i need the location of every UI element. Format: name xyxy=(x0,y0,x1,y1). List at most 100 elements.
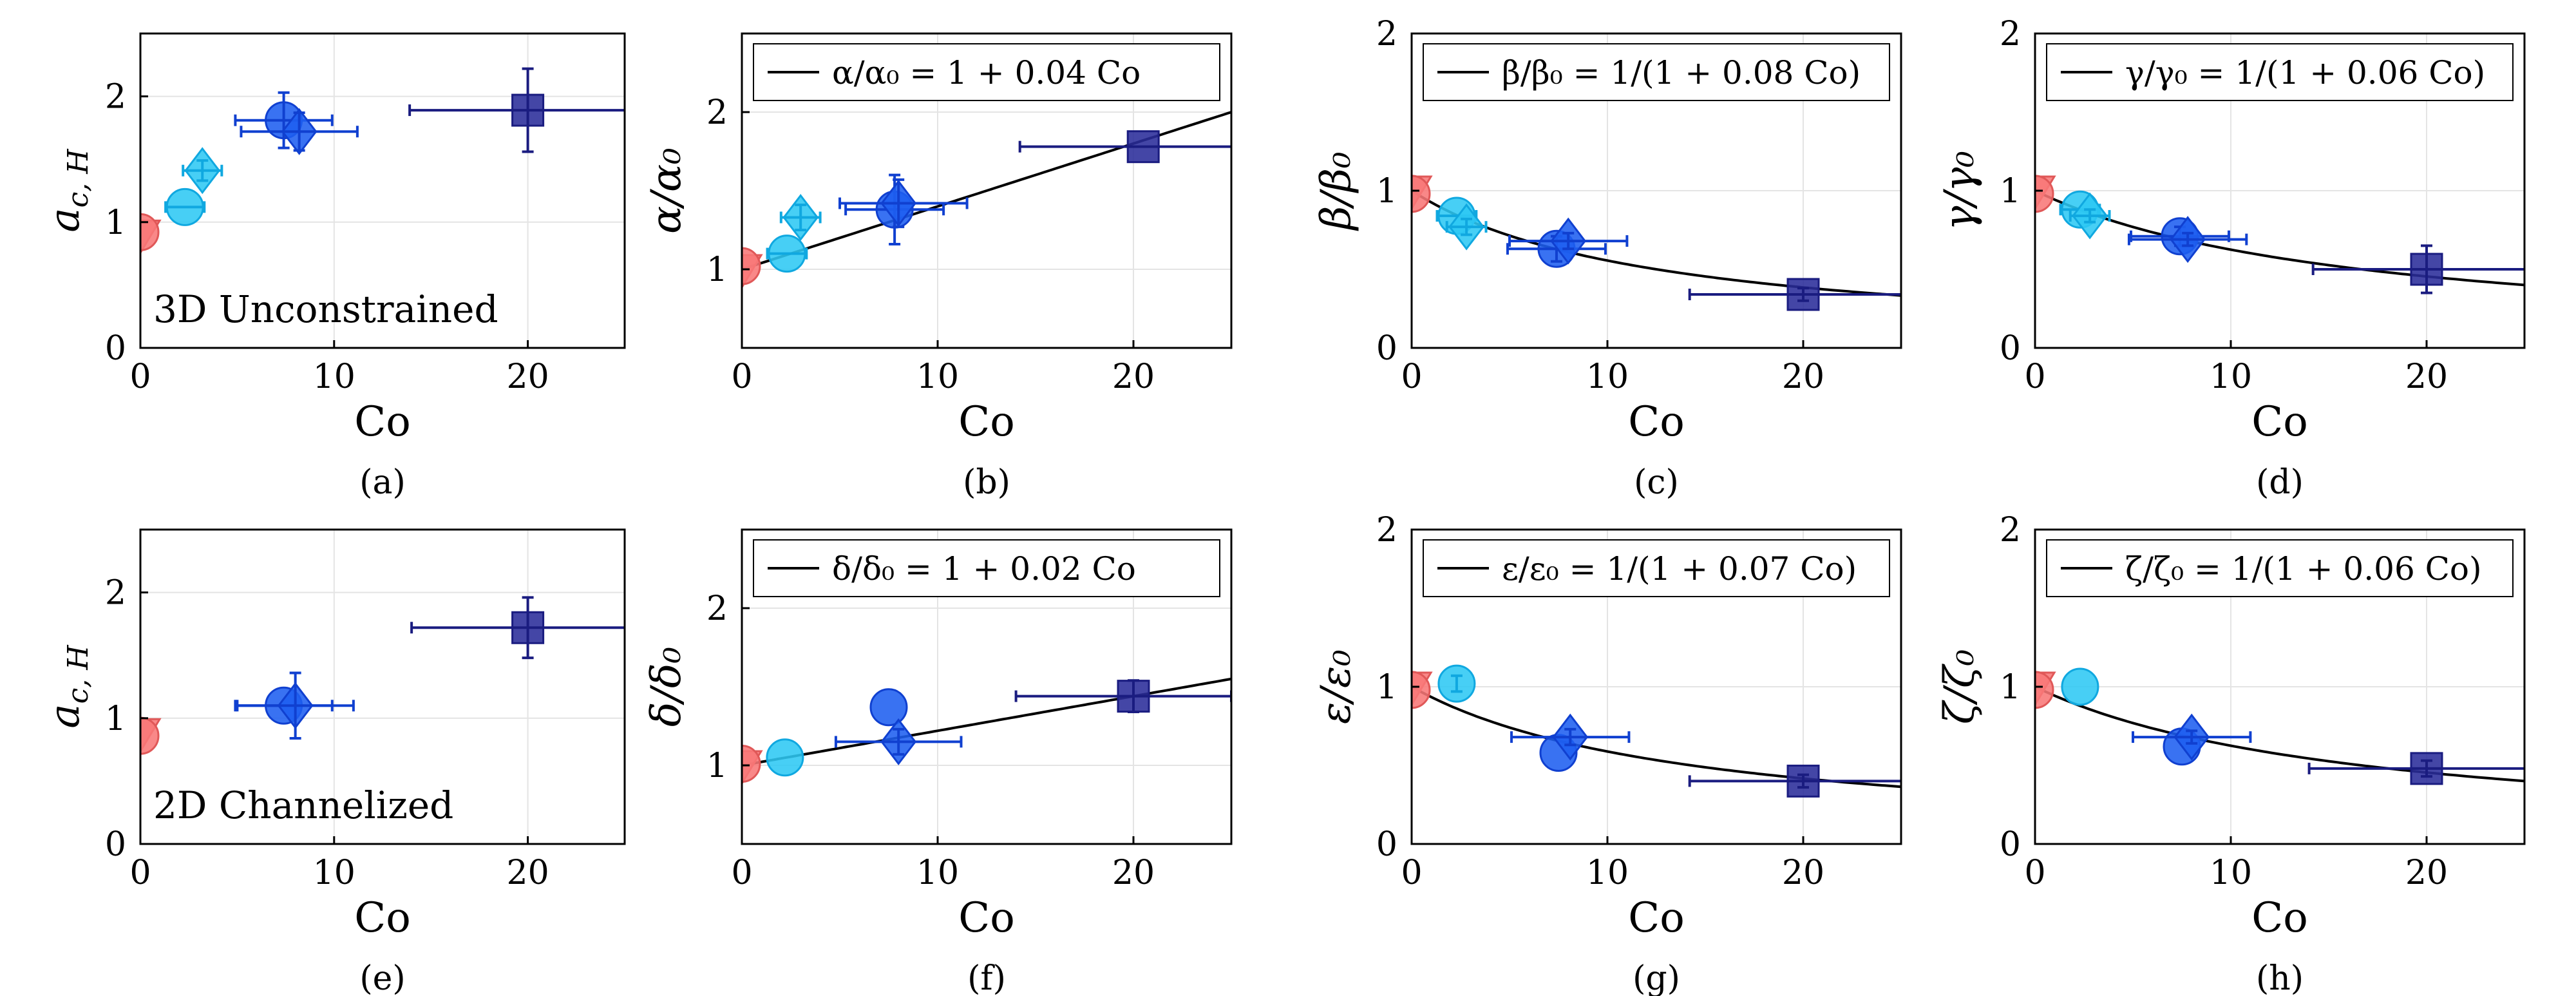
marker-circle xyxy=(742,247,761,285)
x-tick-label: 0 xyxy=(731,854,752,892)
y-tick-label: 1 xyxy=(1376,172,1397,211)
y-axis-label: β/β₀ xyxy=(1312,151,1360,231)
y-axis-label-subscript: c, H xyxy=(62,644,95,704)
legend: ε/ε₀ = 1/(1 + 0.07 Co) xyxy=(1423,539,1890,597)
panel-caption: (b) xyxy=(963,463,1010,502)
x-tick-label: 20 xyxy=(507,854,549,892)
panel-caption: (f) xyxy=(967,959,1006,996)
x-tick-label: 0 xyxy=(129,854,151,892)
plot-area xyxy=(742,677,1231,785)
plot-area xyxy=(140,596,625,755)
x-tick-label: 10 xyxy=(916,854,959,892)
y-tick-label: 2 xyxy=(105,574,126,613)
panel-caption: (d) xyxy=(2256,463,2304,502)
y-tick-label: 1 xyxy=(706,747,728,785)
x-tick-label: 20 xyxy=(2405,854,2448,892)
y-tick-label: 1 xyxy=(706,251,728,289)
x-tick-label: 20 xyxy=(507,358,549,396)
y-tick-label: 2 xyxy=(2000,15,2021,53)
legend-label: β/β₀ = 1/(1 + 0.08 Co) xyxy=(1502,54,1861,91)
panel-e: 0 10 20 0 1 2 Co ac, H (e) 2D Channelized xyxy=(41,528,626,996)
legend-box xyxy=(2046,539,2514,597)
x-tick-label: 10 xyxy=(1586,854,1629,892)
fit-line xyxy=(1412,685,1901,789)
y-axis-label: γ/γ₀ xyxy=(1936,151,1984,231)
axes-frame xyxy=(741,32,1233,349)
legend: γ/γ₀ = 1/(1 + 0.06 Co) xyxy=(2046,43,2514,101)
x-axis-label: Co xyxy=(354,398,411,446)
axes-frame xyxy=(139,32,626,349)
panel-f: 0 10 20 1 2 Co δ/δ₀ (f) δ/δ₀ = 1 + 0.02 Co xyxy=(643,528,1233,996)
marker-circle xyxy=(2035,175,2054,213)
axes-frame xyxy=(139,528,626,845)
y-tick-label: 2 xyxy=(1376,15,1397,53)
marker-circle xyxy=(742,745,761,783)
legend-label: ε/ε₀ = 1/(1 + 0.07 Co) xyxy=(1502,550,1857,588)
plot-area xyxy=(742,111,1231,289)
x-tick-label: 0 xyxy=(129,358,151,396)
x-tick-label: 20 xyxy=(1782,854,1824,892)
marker-circle xyxy=(1412,671,1431,709)
plot-area xyxy=(1412,175,1901,311)
axes-frame xyxy=(741,528,1233,845)
panel-h: 0 10 20 0 1 2 Co ζ/ζ₀ (h) ζ/ζ₀ = 1/(1 + 0.06 Co) xyxy=(1936,511,2526,996)
plot-area xyxy=(2035,175,2524,294)
legend-box xyxy=(753,43,1220,101)
x-tick-label: 0 xyxy=(2024,358,2045,396)
panel-d: 0 10 20 0 1 2 Co γ/γ₀ (d) γ/γ₀ = 1/(1 + 0.06 Co) xyxy=(1936,15,2526,502)
fit-line xyxy=(1412,189,1901,297)
legend: δ/δ₀ = 1 + 0.02 Co xyxy=(753,539,1220,597)
panel-caption: (a) xyxy=(359,463,406,502)
legend-label: γ/γ₀ = 1/(1 + 0.06 Co) xyxy=(2125,54,2485,91)
legend-box xyxy=(2046,43,2514,101)
legend-box xyxy=(1423,539,1890,597)
panel-annotation: 2D Channelized xyxy=(153,783,453,827)
panel-a: 0 10 20 0 1 2 Co ac, H (a) 3D Unconstrained xyxy=(41,32,626,502)
y-tick-label: 2 xyxy=(706,589,728,628)
panel-annotation: 3D Unconstrained xyxy=(153,287,498,331)
y-tick-label: 0 xyxy=(2000,329,2021,368)
marker-circle xyxy=(140,716,160,755)
y-axis-label-subscript: c, H xyxy=(62,148,95,208)
y-tick-label: 1 xyxy=(1376,668,1397,707)
marker-circle xyxy=(869,688,908,727)
y-tick-label: 2 xyxy=(706,93,728,132)
y-tick-label: 0 xyxy=(1376,329,1397,368)
x-axis-label: Co xyxy=(958,398,1015,446)
marker-circle xyxy=(2035,671,2054,709)
x-tick-label: 10 xyxy=(916,358,959,396)
y-tick-label: 0 xyxy=(105,825,126,864)
x-axis-label: Co xyxy=(2251,894,2308,942)
marker-circle xyxy=(2061,667,2099,706)
y-tick-label: 0 xyxy=(2000,825,2021,864)
y-axis-label: ac, H xyxy=(41,644,95,729)
legend: ζ/ζ₀ = 1/(1 + 0.06 Co) xyxy=(2046,539,2514,597)
y-tick-label: 1 xyxy=(105,700,126,738)
legend-label: α/α₀ = 1 + 0.04 Co xyxy=(832,54,1141,91)
marker-circle xyxy=(766,738,804,777)
panel-caption: (c) xyxy=(1634,463,1679,502)
y-axis-label: δ/δ₀ xyxy=(643,647,690,727)
y-axis-label: α/α₀ xyxy=(643,148,690,234)
y-tick-label: 2 xyxy=(1376,511,1397,550)
y-tick-label: 1 xyxy=(2000,172,2021,211)
x-tick-label: 20 xyxy=(1112,358,1155,396)
panel-c: 0 10 20 0 1 2 Co β/β₀ (c) β/β₀ = 1/(1 + 0.08 Co) xyxy=(1312,15,1902,502)
fit-line xyxy=(2035,189,2524,287)
x-axis-label: Co xyxy=(354,894,411,942)
panel-caption: (h) xyxy=(2256,959,2304,996)
y-tick-label: 0 xyxy=(105,329,126,368)
x-axis-label: Co xyxy=(1628,398,1685,446)
plot-area xyxy=(1412,664,1901,798)
y-tick-label: 1 xyxy=(2000,668,2021,707)
y-axis-label: ε/ε₀ xyxy=(1312,649,1360,724)
x-tick-label: 0 xyxy=(2024,854,2045,892)
y-axis-label: ac, H xyxy=(41,148,95,233)
x-tick-label: 10 xyxy=(1586,358,1629,396)
fit-line xyxy=(2035,685,2524,783)
y-tick-label: 0 xyxy=(1376,825,1397,864)
marker-circle xyxy=(140,213,160,251)
marker-circle xyxy=(1412,175,1431,213)
x-axis-label: Co xyxy=(958,894,1015,942)
